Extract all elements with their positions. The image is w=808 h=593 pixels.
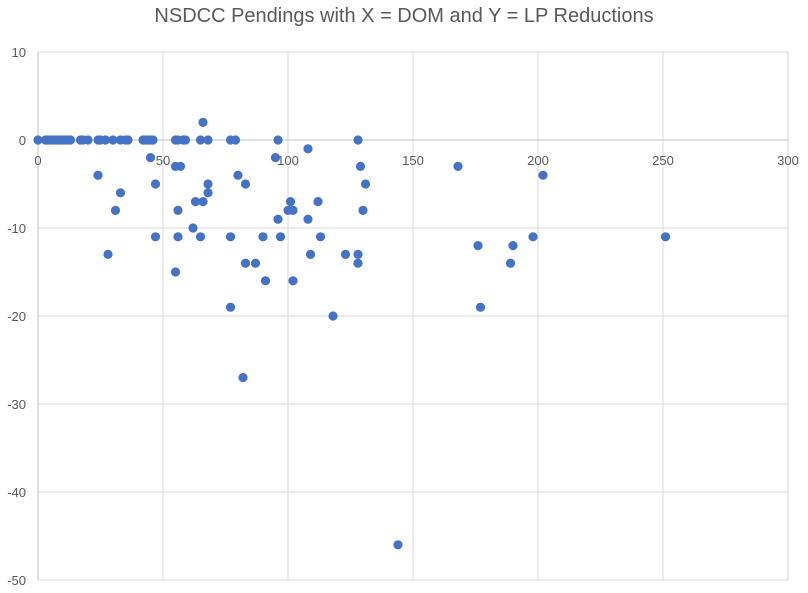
data-point bbox=[275, 232, 286, 242]
data-point bbox=[173, 232, 183, 242]
x-tick-label: 300 bbox=[777, 153, 799, 168]
data-point bbox=[225, 302, 236, 312]
data-point bbox=[240, 179, 251, 189]
data-point bbox=[328, 311, 338, 321]
x-tick-label: 0 bbox=[34, 153, 41, 168]
data-point bbox=[355, 161, 366, 171]
data-point bbox=[288, 276, 298, 286]
data-point bbox=[353, 249, 363, 259]
data-point bbox=[273, 214, 283, 224]
data-point bbox=[195, 232, 206, 242]
data-point bbox=[65, 135, 76, 145]
data-point bbox=[188, 223, 198, 233]
data-point bbox=[148, 135, 158, 145]
data-point bbox=[305, 249, 316, 259]
data-point bbox=[303, 214, 313, 224]
data-point bbox=[353, 258, 363, 268]
data-point bbox=[353, 135, 363, 145]
data-point bbox=[33, 135, 43, 145]
data-point bbox=[660, 232, 671, 242]
data-point bbox=[258, 232, 268, 242]
data-point bbox=[173, 205, 183, 215]
y-tick-label: 10 bbox=[12, 45, 26, 60]
data-point bbox=[198, 197, 208, 207]
y-tick-label: -10 bbox=[7, 221, 26, 236]
data-point bbox=[528, 232, 538, 242]
data-point bbox=[190, 197, 201, 207]
data-point bbox=[150, 179, 161, 189]
data-point bbox=[358, 205, 368, 215]
data-point bbox=[110, 205, 121, 215]
data-point bbox=[288, 205, 298, 215]
y-tick-label: -20 bbox=[7, 309, 26, 324]
data-point bbox=[360, 179, 371, 189]
x-tick-label: 250 bbox=[652, 153, 674, 168]
data-point bbox=[203, 179, 213, 189]
data-point bbox=[303, 144, 313, 154]
data-points bbox=[33, 117, 671, 550]
data-point bbox=[453, 161, 463, 171]
data-point bbox=[180, 135, 191, 145]
data-point bbox=[473, 241, 483, 251]
data-point bbox=[508, 241, 518, 251]
data-point bbox=[315, 232, 326, 242]
data-point bbox=[108, 135, 118, 145]
data-point bbox=[475, 302, 486, 312]
data-point bbox=[285, 197, 296, 207]
data-point bbox=[150, 232, 161, 242]
data-point bbox=[203, 135, 213, 145]
data-point bbox=[103, 249, 113, 259]
data-point bbox=[203, 188, 213, 198]
data-point bbox=[240, 258, 251, 268]
x-tick-label: 50 bbox=[156, 153, 170, 168]
data-point bbox=[225, 232, 236, 242]
x-tick-label: 100 bbox=[277, 153, 299, 168]
data-point bbox=[170, 267, 181, 277]
data-point bbox=[198, 117, 208, 127]
data-point bbox=[175, 161, 186, 171]
data-point bbox=[145, 153, 156, 163]
data-point bbox=[93, 170, 103, 180]
data-point bbox=[270, 153, 281, 163]
data-point bbox=[393, 540, 403, 550]
data-point bbox=[233, 170, 243, 180]
y-tick-label: -50 bbox=[7, 573, 26, 588]
data-point bbox=[260, 276, 271, 286]
data-point bbox=[83, 135, 93, 145]
data-point bbox=[273, 135, 283, 145]
tick-labels: 100-10-20-30-40-500 50 100 150 200 250 300 bbox=[7, 45, 799, 588]
x-tick-label: 150 bbox=[402, 153, 424, 168]
data-point bbox=[100, 135, 111, 145]
y-tick-label: -40 bbox=[7, 485, 26, 500]
data-point bbox=[195, 135, 206, 145]
chart-title: NSDCC Pendings with X = DOM and Y = LP R… bbox=[154, 5, 654, 27]
y-tick-label: 0 bbox=[19, 133, 26, 148]
x-tick-label: 200 bbox=[527, 153, 549, 168]
data-point bbox=[505, 258, 516, 268]
y-tick-label: -30 bbox=[7, 397, 26, 412]
data-point bbox=[538, 170, 548, 180]
grid-layer bbox=[37, 51, 789, 581]
data-point bbox=[313, 197, 323, 207]
data-point bbox=[123, 135, 133, 145]
data-point bbox=[238, 373, 248, 383]
data-point bbox=[230, 135, 241, 145]
data-point bbox=[340, 249, 351, 259]
data-point bbox=[115, 188, 126, 198]
data-point bbox=[250, 258, 261, 268]
